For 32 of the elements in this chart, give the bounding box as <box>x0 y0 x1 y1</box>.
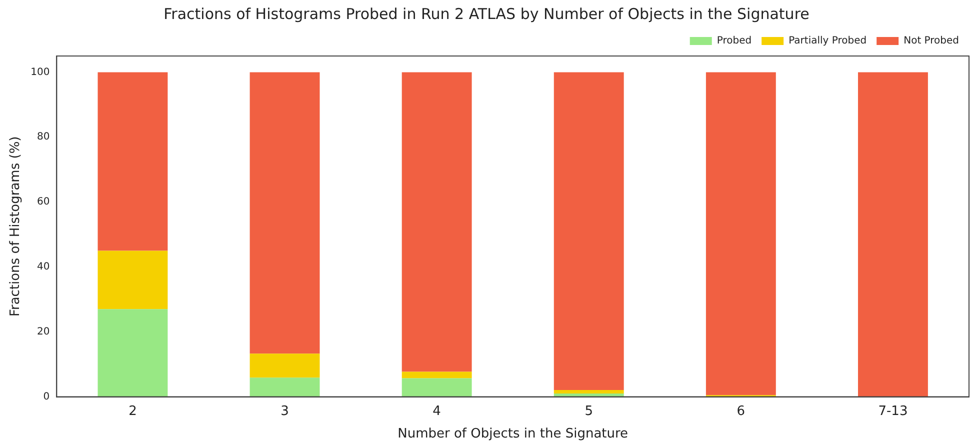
bar <box>402 372 472 378</box>
y-tick-label: 100 <box>30 66 50 78</box>
y-tick-label: 80 <box>36 132 50 143</box>
y-tick-label: 60 <box>36 196 50 208</box>
bar <box>250 354 320 378</box>
x-tick-label: 3 <box>280 404 289 419</box>
y-tick-label: 40 <box>36 262 50 273</box>
bar <box>706 72 776 396</box>
y-axis-title: Fractions of Histograms (%) <box>8 136 24 317</box>
bar <box>858 72 928 397</box>
bar <box>554 390 624 394</box>
bar <box>554 72 624 390</box>
bar <box>402 378 472 397</box>
bar <box>250 378 320 397</box>
x-tick-label: 5 <box>584 404 594 419</box>
chart-title: Fractions of Histograms Probed in Run 2 ATLAS by Number of Objects in the Signature <box>164 4 810 23</box>
legend-label: Not Probed <box>904 36 960 47</box>
bar <box>554 394 624 397</box>
bar <box>98 309 168 397</box>
x-tick-label: 6 <box>736 404 746 419</box>
bar <box>250 72 320 354</box>
x-tick-label: 4 <box>432 404 441 419</box>
x-axis-title: Number of Objects in the Signature <box>398 426 628 442</box>
legend-label: Probed <box>716 36 752 47</box>
y-tick-label: 20 <box>36 326 50 338</box>
x-tick-label: 7-13 <box>878 404 908 419</box>
x-tick-label: 2 <box>128 404 137 419</box>
bar <box>98 72 168 251</box>
bar <box>98 250 168 310</box>
legend-label: Partially Probed <box>788 36 867 47</box>
bar <box>402 72 472 372</box>
y-tick-label: 0 <box>43 391 50 402</box>
